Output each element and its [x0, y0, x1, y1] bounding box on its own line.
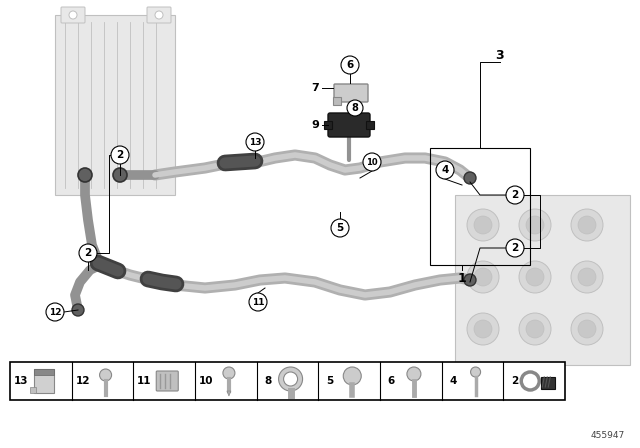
Circle shape: [526, 320, 544, 338]
Bar: [30, 387, 36, 393]
Circle shape: [470, 367, 481, 377]
Text: 8: 8: [264, 376, 271, 386]
FancyBboxPatch shape: [328, 113, 370, 137]
Circle shape: [571, 261, 603, 293]
Text: 7: 7: [311, 83, 319, 93]
Circle shape: [506, 186, 524, 204]
Text: 2: 2: [511, 190, 518, 200]
Bar: [430, 148, 530, 265]
Bar: [55, 15, 175, 195]
Text: 455947: 455947: [591, 431, 625, 440]
Text: 13: 13: [249, 138, 261, 146]
Circle shape: [69, 11, 77, 19]
Circle shape: [46, 303, 64, 321]
Text: 6: 6: [346, 60, 354, 70]
Circle shape: [519, 261, 551, 293]
Circle shape: [246, 133, 264, 151]
Circle shape: [343, 367, 361, 385]
Circle shape: [519, 209, 551, 241]
Circle shape: [249, 293, 267, 311]
Bar: [10, 362, 565, 400]
Circle shape: [526, 268, 544, 286]
Circle shape: [223, 367, 235, 379]
Circle shape: [113, 168, 127, 182]
Circle shape: [100, 369, 111, 381]
Text: 8: 8: [351, 103, 358, 113]
Circle shape: [578, 268, 596, 286]
Circle shape: [284, 372, 298, 386]
Text: 13: 13: [14, 376, 28, 386]
Bar: [34, 369, 54, 393]
Circle shape: [571, 209, 603, 241]
Circle shape: [78, 168, 92, 182]
FancyBboxPatch shape: [156, 371, 179, 391]
Text: 12: 12: [76, 376, 90, 386]
Text: 6: 6: [387, 376, 395, 386]
Circle shape: [114, 169, 126, 181]
Circle shape: [506, 239, 524, 257]
Circle shape: [571, 313, 603, 345]
Circle shape: [467, 209, 499, 241]
Circle shape: [72, 304, 84, 316]
Polygon shape: [541, 377, 556, 389]
Bar: [324, 121, 332, 129]
Circle shape: [407, 367, 421, 381]
Circle shape: [467, 313, 499, 345]
Text: 11: 11: [252, 297, 264, 306]
Circle shape: [467, 261, 499, 293]
Text: 1: 1: [458, 271, 467, 284]
Circle shape: [464, 172, 476, 184]
Text: 4: 4: [449, 376, 456, 386]
Circle shape: [155, 11, 163, 19]
Bar: [366, 121, 374, 129]
Bar: [455, 195, 630, 365]
Circle shape: [526, 216, 544, 234]
Circle shape: [363, 153, 381, 171]
Circle shape: [79, 244, 97, 262]
Text: 12: 12: [49, 307, 61, 316]
Text: 9: 9: [311, 120, 319, 130]
Circle shape: [436, 161, 454, 179]
Circle shape: [519, 313, 551, 345]
Text: 4: 4: [442, 165, 449, 175]
Text: 2: 2: [511, 243, 518, 253]
Text: 2: 2: [84, 248, 92, 258]
Text: 3: 3: [496, 48, 504, 61]
Text: 10: 10: [366, 158, 378, 167]
Text: 5: 5: [337, 223, 344, 233]
Circle shape: [578, 216, 596, 234]
Text: 2: 2: [116, 150, 124, 160]
Circle shape: [331, 219, 349, 237]
Circle shape: [521, 372, 540, 390]
Circle shape: [341, 56, 359, 74]
Circle shape: [347, 100, 363, 116]
Circle shape: [474, 216, 492, 234]
Bar: [333, 97, 341, 105]
Text: 2: 2: [511, 376, 518, 386]
Circle shape: [578, 320, 596, 338]
FancyBboxPatch shape: [61, 7, 85, 23]
Text: 10: 10: [199, 376, 213, 386]
Text: 11: 11: [137, 376, 152, 386]
Circle shape: [474, 320, 492, 338]
Circle shape: [278, 367, 303, 391]
Circle shape: [111, 146, 129, 164]
Circle shape: [474, 268, 492, 286]
Circle shape: [464, 274, 476, 286]
Polygon shape: [227, 391, 231, 396]
Bar: [34, 369, 54, 375]
FancyBboxPatch shape: [334, 84, 368, 102]
Text: 5: 5: [326, 376, 333, 386]
FancyBboxPatch shape: [147, 7, 171, 23]
